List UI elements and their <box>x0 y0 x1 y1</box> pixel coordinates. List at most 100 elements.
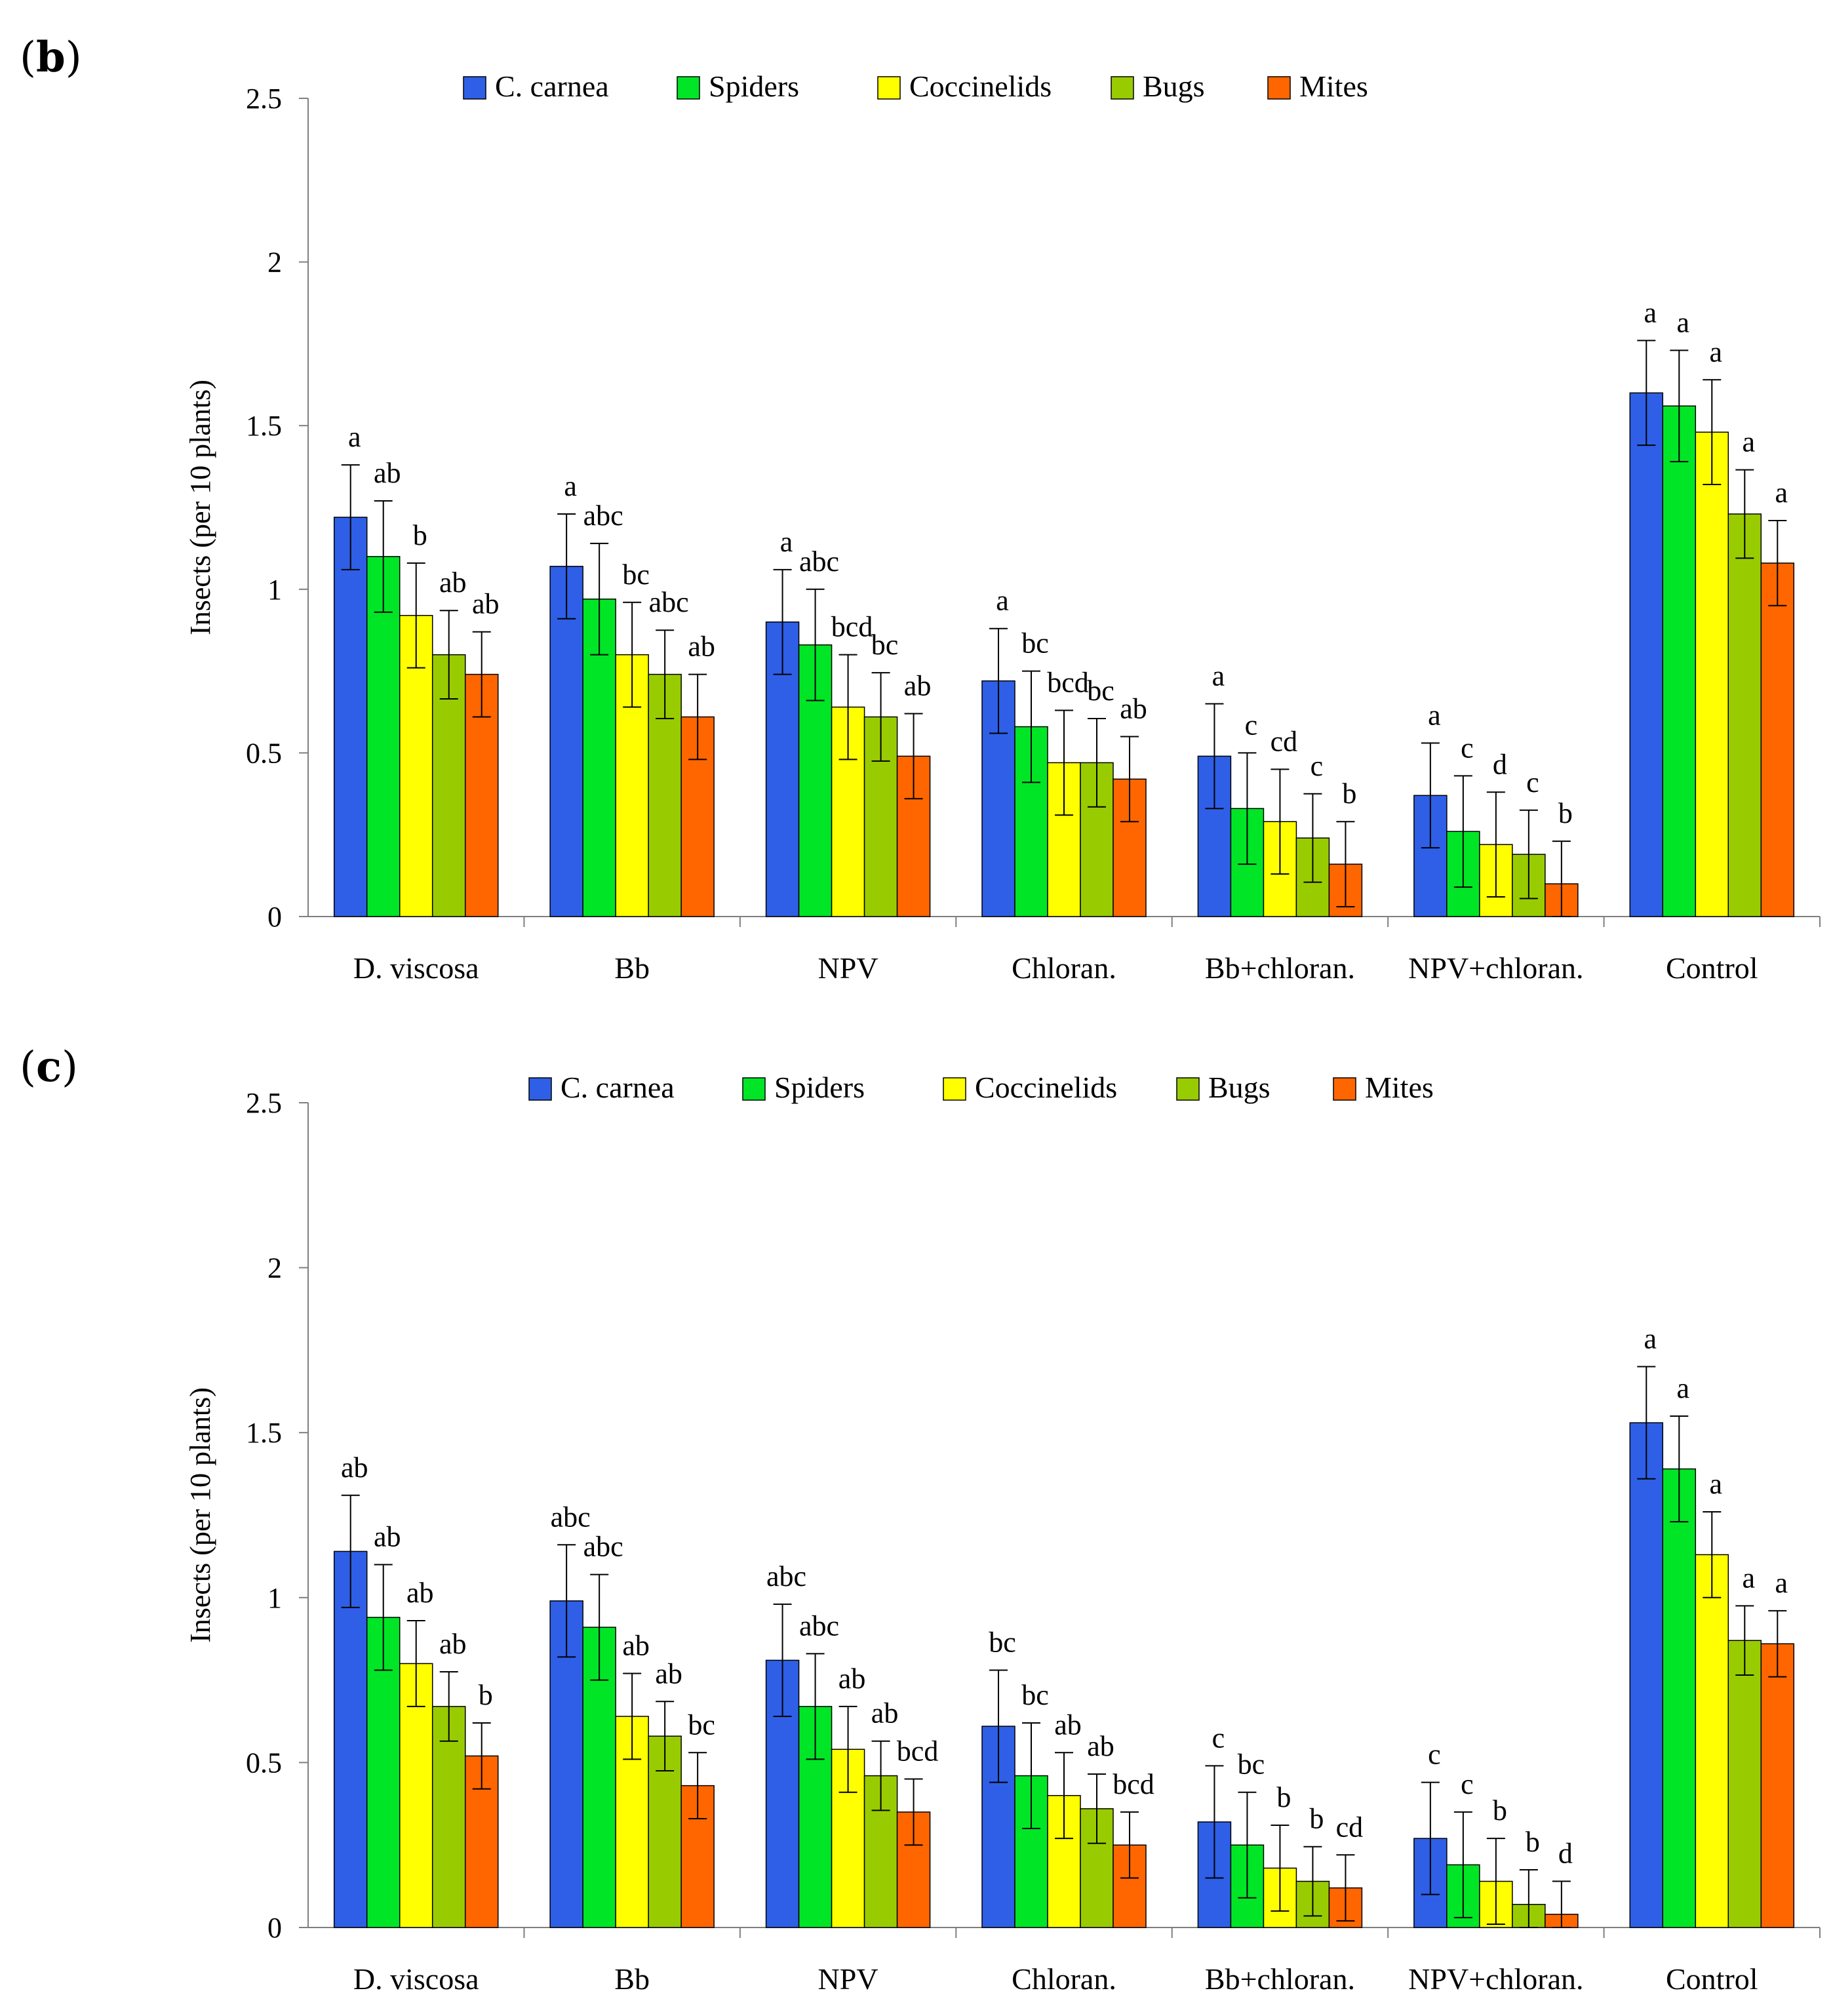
significance-letter: ab <box>838 1663 866 1695</box>
significance-letter: ab <box>688 631 715 663</box>
significance-letter: a <box>1775 1567 1788 1599</box>
legend-label: Spiders <box>709 69 799 103</box>
legend-swatch <box>528 1077 552 1101</box>
legend-label: Mites <box>1365 1071 1434 1104</box>
bar <box>1629 1422 1664 1928</box>
legend-label: Coccinelids <box>909 69 1052 103</box>
significance-letter: abc <box>766 1560 806 1592</box>
bar <box>1695 1554 1729 1928</box>
x-tick-label: Bb <box>614 951 650 985</box>
significance-letter: abc <box>583 500 623 532</box>
significance-letter: c <box>1245 709 1258 741</box>
significance-letter: a <box>780 526 793 558</box>
bar <box>399 1663 433 1928</box>
y-axis-title: Insects (per 10 plants) <box>184 380 216 635</box>
significance-letter: a <box>1644 296 1657 328</box>
significance-letter: a <box>1775 477 1788 509</box>
significance-letter: bc <box>688 1709 715 1741</box>
significance-letter: abc <box>799 1610 839 1642</box>
legend-swatch <box>1267 76 1291 100</box>
x-tick-label: NPV <box>818 1962 878 1996</box>
significance-letter: a <box>1677 1372 1690 1404</box>
x-tick-label: Control <box>1666 951 1758 985</box>
bar <box>1760 563 1795 917</box>
significance-letter: a <box>996 585 1009 617</box>
x-tick-label: Bb+chloran. <box>1205 1962 1355 1996</box>
significance-letter: ab <box>871 1697 899 1729</box>
significance-letter: bc <box>989 1627 1016 1659</box>
significance-letter: bcd <box>1047 667 1089 699</box>
significance-letter: bcd <box>831 611 873 643</box>
bar <box>1727 513 1762 917</box>
significance-letter: c <box>1311 750 1324 782</box>
significance-letter: abc <box>799 545 839 578</box>
legend: C. carnea Spiders Coccinelids Bugs Mites <box>528 1071 1434 1104</box>
legend-swatch <box>1333 1077 1356 1101</box>
legend-swatch <box>877 76 901 100</box>
chart-panel-c: (c) C. carnea Spiders Coccinelids Bugs Mites… <box>0 1010 1833 2016</box>
legend-label: Mites <box>1299 69 1368 103</box>
significance-letter: c <box>1461 1768 1474 1800</box>
significance-letter: d <box>1558 1838 1573 1870</box>
y-tick-label: 1 <box>267 1582 282 1614</box>
significance-letter: c <box>1212 1722 1225 1754</box>
y-tick-label: 0.5 <box>246 1747 282 1779</box>
significance-letter: bc <box>1087 675 1114 707</box>
legend-swatch <box>677 76 700 100</box>
significance-letter: b <box>479 1679 493 1711</box>
y-tick-label: 0 <box>267 1912 282 1944</box>
legend-swatch <box>1111 76 1134 100</box>
significance-letter: ab <box>1054 1709 1082 1741</box>
significance-letter: ab <box>904 669 932 702</box>
legend-swatch <box>742 1077 766 1101</box>
significance-letter: a <box>1743 426 1756 458</box>
bar <box>333 517 368 917</box>
significance-letter: ab <box>472 588 500 620</box>
significance-letter: a <box>1743 1562 1756 1594</box>
panel-label-c: (c) <box>20 1042 78 1092</box>
x-tick-label: Bb <box>614 1962 650 1996</box>
bar <box>1662 1468 1697 1928</box>
legend: C. carnea Spiders Coccinelids Bugs Mites <box>463 69 1368 103</box>
y-tick-label: 2.5 <box>246 1087 282 1119</box>
significance-letter: a <box>1710 1468 1723 1500</box>
legend-label: C. carnea <box>561 1071 675 1104</box>
significance-letter: b <box>1493 1794 1507 1827</box>
y-tick-label: 1.5 <box>246 1417 282 1449</box>
x-tick-label: NPV+chloran. <box>1408 1962 1583 1996</box>
significance-letter: ab <box>622 1630 650 1662</box>
x-tick-label: Control <box>1666 1962 1758 1996</box>
legend-label: Coccinelids <box>975 1071 1117 1104</box>
significance-letter: bcd <box>1113 1768 1154 1800</box>
significance-letter: d <box>1493 748 1507 780</box>
significance-letter: ab <box>439 1628 467 1660</box>
significance-letter: b <box>1309 1803 1324 1835</box>
bar <box>1629 392 1664 917</box>
x-tick-label: NPV <box>818 951 878 985</box>
significance-letter: bc <box>1021 1679 1049 1711</box>
legend-swatch <box>463 76 486 100</box>
significance-letter: a <box>1677 306 1690 338</box>
y-tick-label: 0 <box>267 901 282 933</box>
y-tick-label: 2 <box>267 1252 282 1284</box>
bar <box>1760 1643 1795 1928</box>
legend-label: Bugs <box>1208 1071 1271 1104</box>
legend-label: Spiders <box>774 1071 865 1104</box>
significance-letter: ab <box>341 1452 368 1484</box>
x-tick-label: D. viscosa <box>353 951 479 985</box>
significance-letter: cd <box>1271 725 1298 757</box>
significance-letter: a <box>564 470 577 502</box>
legend-label: C. carnea <box>495 69 609 103</box>
significance-letter: b <box>1558 797 1573 829</box>
significance-letter: a <box>348 421 361 453</box>
legend-swatch <box>1176 1077 1200 1101</box>
significance-letter: ab <box>406 1577 434 1609</box>
bar <box>431 1706 466 1928</box>
bar <box>1662 405 1697 917</box>
legend-label: Bugs <box>1143 69 1205 103</box>
significance-letter: ab <box>439 566 467 599</box>
significance-letter: bc <box>1021 627 1049 660</box>
significance-letter: b <box>1526 1826 1540 1858</box>
significance-letter: bc <box>871 629 899 661</box>
x-tick-label: Bb+chloran. <box>1205 951 1355 985</box>
